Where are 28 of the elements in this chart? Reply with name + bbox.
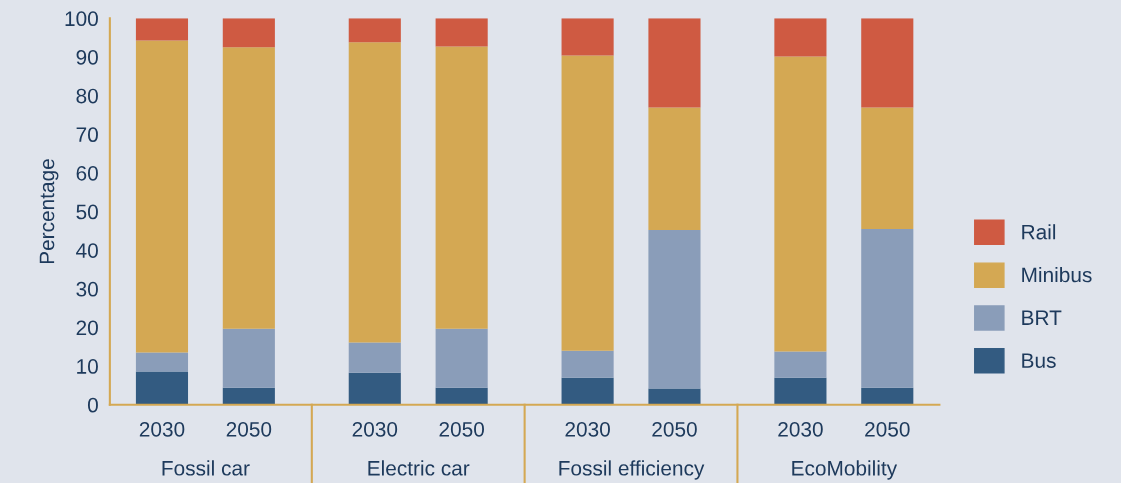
y-tick-label: 70 — [76, 127, 98, 143]
x-tick-label: 2050 — [226, 421, 272, 437]
y-tick-label: 80 — [76, 88, 98, 104]
y-tick-label: 40 — [76, 243, 98, 258]
legend-label: Rail — [1022, 224, 1056, 240]
legend-label: BRT — [1022, 310, 1062, 325]
y-tick-label: 30 — [76, 281, 98, 297]
x-tick-label: 2030 — [778, 421, 823, 437]
x-tick-label: 2050 — [439, 421, 485, 437]
text: Electric car — [368, 460, 470, 476]
text: Fossil efficiency — [559, 460, 705, 480]
y-tick-label: 100 — [65, 11, 98, 27]
y-tick-label: 20 — [76, 320, 98, 336]
x-tick-label: 2030 — [565, 421, 610, 437]
y-tick-label: 0 — [87, 397, 98, 413]
y-tick-label: 50 — [76, 204, 98, 220]
x-tick-label: 2030 — [352, 421, 398, 437]
y-tick-label: 60 — [76, 165, 98, 181]
y-axis-title: Percentage — [39, 159, 59, 264]
text: Fossil car — [162, 460, 250, 476]
y-tick-label: 90 — [76, 50, 98, 65]
legend-label: Bus — [1022, 353, 1056, 368]
x-tick-label: 2050 — [865, 421, 910, 437]
text: EcoMobility — [792, 460, 898, 480]
x-tick-label: 2030 — [139, 421, 185, 437]
x-tick-label: 2050 — [652, 421, 697, 437]
legend-label: Minibus — [1022, 266, 1092, 283]
y-tick-label: 10 — [77, 359, 98, 374]
